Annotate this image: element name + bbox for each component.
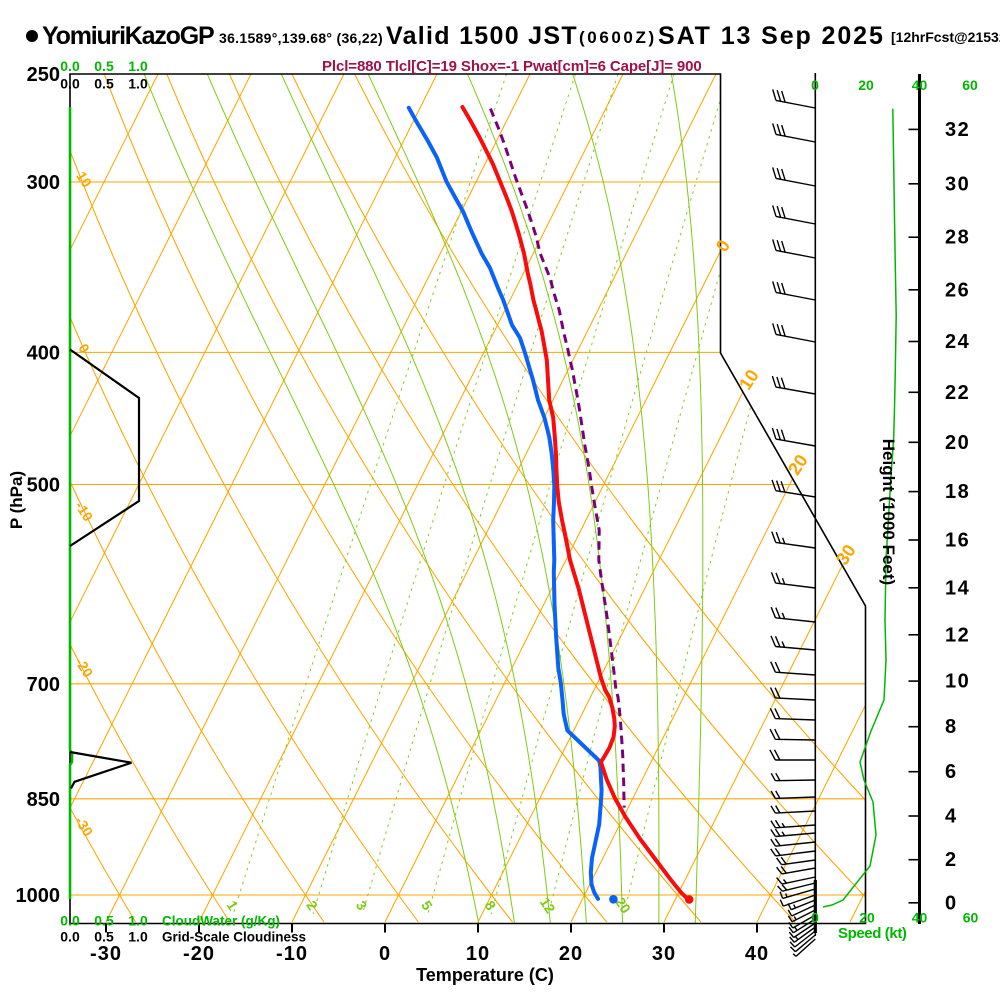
- svg-text:1.0: 1.0: [128, 929, 148, 945]
- svg-text:0: 0: [379, 943, 391, 965]
- svg-text:60: 60: [963, 910, 979, 926]
- svg-text:20: 20: [859, 910, 875, 926]
- svg-text:0: 0: [811, 910, 819, 926]
- svg-text:30: 30: [945, 173, 970, 195]
- svg-text:12: 12: [537, 894, 559, 916]
- svg-text:22: 22: [945, 382, 970, 404]
- svg-text:20: 20: [858, 77, 874, 93]
- svg-text:Height (1000 Feet): Height (1000 Feet): [879, 439, 898, 585]
- svg-text:1.0: 1.0: [128, 58, 148, 74]
- svg-text:10: 10: [945, 671, 970, 693]
- svg-text:300: 300: [27, 172, 60, 194]
- svg-text:Grid-Scale Cloudiness: Grid-Scale Cloudiness: [162, 930, 306, 945]
- svg-text:YomiuriKazoGP: YomiuriKazoGP: [42, 22, 214, 50]
- svg-text:12: 12: [945, 624, 970, 646]
- svg-text:14: 14: [945, 577, 970, 599]
- svg-text:20: 20: [559, 943, 583, 965]
- svg-text:Temperature (C): Temperature (C): [416, 965, 554, 985]
- svg-text:0: 0: [811, 77, 819, 93]
- svg-text:-10: -10: [276, 943, 308, 965]
- svg-text:250: 250: [27, 64, 60, 86]
- svg-text:24: 24: [945, 331, 970, 353]
- svg-text:1000: 1000: [16, 885, 61, 907]
- svg-text:6: 6: [945, 761, 958, 783]
- svg-text:10: 10: [73, 168, 95, 190]
- svg-text:P (hPa): P (hPa): [7, 471, 26, 529]
- svg-text:4: 4: [945, 806, 958, 828]
- svg-text:0.0: 0.0: [60, 58, 80, 74]
- svg-text:1.0: 1.0: [128, 76, 148, 92]
- svg-text:0.5: 0.5: [94, 913, 114, 929]
- svg-text:40: 40: [912, 910, 928, 926]
- svg-text:CloudWater (g/Kg): CloudWater (g/Kg): [162, 914, 280, 929]
- svg-text:-30: -30: [90, 943, 122, 965]
- svg-text:-20: -20: [183, 943, 215, 965]
- svg-text:0.0: 0.0: [60, 76, 80, 92]
- svg-text:0.5: 0.5: [94, 76, 114, 92]
- svg-text:16: 16: [945, 530, 970, 552]
- svg-text:36.1589°,139.68° (36,22): 36.1589°,139.68° (36,22): [219, 30, 383, 46]
- svg-text:0.5: 0.5: [94, 58, 114, 74]
- svg-text:700: 700: [27, 674, 60, 696]
- svg-text:400: 400: [27, 342, 60, 364]
- svg-text:1.0: 1.0: [128, 913, 148, 929]
- svg-text:2: 2: [945, 849, 958, 871]
- svg-text:500: 500: [27, 475, 60, 497]
- svg-text:Plcl=880 Tlcl[C]=19 Shox=-1 Pw: Plcl=880 Tlcl[C]=19 Shox=-1 Pwat[cm]=6 C…: [322, 58, 702, 75]
- svg-text:40: 40: [745, 943, 769, 965]
- svg-text:30: 30: [652, 943, 676, 965]
- svg-text:10: 10: [466, 943, 490, 965]
- svg-text:Speed (kt): Speed (kt): [838, 925, 907, 942]
- svg-text:0.0: 0.0: [60, 929, 80, 945]
- svg-text:SAT 13 Sep 2025: SAT 13 Sep 2025: [658, 22, 885, 50]
- svg-text:0: 0: [945, 892, 958, 914]
- svg-text:0.0: 0.0: [60, 913, 80, 929]
- svg-text:60: 60: [962, 77, 978, 93]
- svg-text:28: 28: [945, 227, 970, 249]
- svg-text:32: 32: [945, 119, 970, 141]
- svg-text:26: 26: [945, 279, 970, 301]
- svg-text:Valid 1500 JST: Valid 1500 JST: [386, 22, 578, 50]
- svg-text:0.5: 0.5: [94, 929, 114, 945]
- svg-text:40: 40: [912, 77, 928, 93]
- svg-text:8: 8: [945, 716, 958, 738]
- svg-text:18: 18: [945, 481, 970, 503]
- svg-text:(0600Z): (0600Z): [579, 28, 657, 47]
- svg-text:20: 20: [945, 432, 970, 454]
- svg-text:[12hrFcst@2153z]: [12hrFcst@2153z]: [891, 29, 1000, 45]
- svg-text:850: 850: [27, 789, 60, 811]
